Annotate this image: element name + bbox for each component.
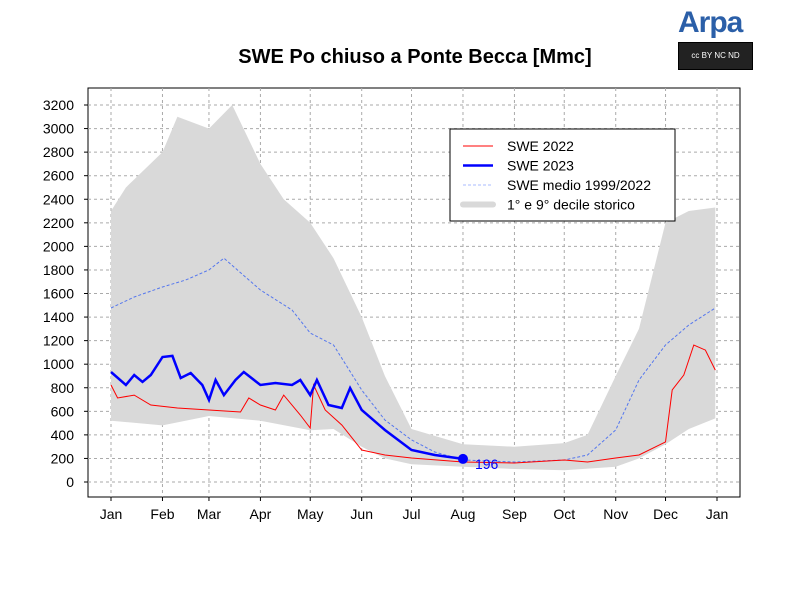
arpa-logo-text: Arpa xyxy=(678,6,743,39)
x-tick-label: Dec xyxy=(653,506,678,522)
legend-label: SWE 2022 xyxy=(507,138,574,154)
x-tick-label: Feb xyxy=(150,506,174,522)
series-line-swe2022 xyxy=(110,344,716,464)
x-tick-label: Jan xyxy=(100,506,123,522)
y-tick-label: 2000 xyxy=(43,238,74,254)
x-tick-label: Jan xyxy=(706,506,729,522)
y-tick-label: 1000 xyxy=(43,356,74,372)
last-value-marker xyxy=(457,453,468,464)
y-tick-label: 1400 xyxy=(43,309,74,325)
x-tick-label: Apr xyxy=(250,506,272,522)
x-tick-label: Jul xyxy=(403,506,421,522)
chart-title: SWE Po chiuso a Ponte Becca [Mmc] xyxy=(238,46,592,68)
y-tick-label: 2200 xyxy=(43,215,74,231)
y-tick-label: 3200 xyxy=(43,97,74,113)
last-value-label: 196 xyxy=(475,456,499,472)
arpa-logo: Arpa cc BY NC ND xyxy=(678,8,753,70)
x-tick-label: Nov xyxy=(603,506,628,522)
cc-license-badge: cc BY NC ND xyxy=(678,42,753,70)
y-tick-label: 1200 xyxy=(43,333,74,349)
legend-label: SWE 2023 xyxy=(507,158,574,174)
legend-label: 1° e 9° decile storico xyxy=(507,197,635,213)
y-tick-label: 1800 xyxy=(43,262,74,278)
decile-band xyxy=(111,105,716,471)
x-tick-label: May xyxy=(297,506,323,522)
legend-label: SWE medio 1999/2022 xyxy=(507,177,651,193)
y-tick-label: 2400 xyxy=(43,191,74,207)
series-line-swe2023 xyxy=(110,354,464,461)
y-tick-label: 200 xyxy=(51,450,75,466)
y-tick-label: 400 xyxy=(51,427,75,443)
y-tick-label: 600 xyxy=(51,403,75,419)
x-tick-label: Oct xyxy=(553,506,575,522)
y-tick-label: 800 xyxy=(51,380,75,396)
y-tick-label: 3000 xyxy=(43,121,74,137)
x-tick-label: Mar xyxy=(197,506,221,522)
x-tick-label: Sep xyxy=(502,506,527,522)
y-tick-label: 1600 xyxy=(43,286,74,302)
y-tick-label: 2800 xyxy=(43,144,74,160)
series-line-mean xyxy=(110,257,716,463)
x-tick-label: Jun xyxy=(350,506,373,522)
y-tick-label: 2600 xyxy=(43,168,74,184)
x-tick-label: Aug xyxy=(451,506,476,522)
y-tick-label: 0 xyxy=(66,474,74,490)
